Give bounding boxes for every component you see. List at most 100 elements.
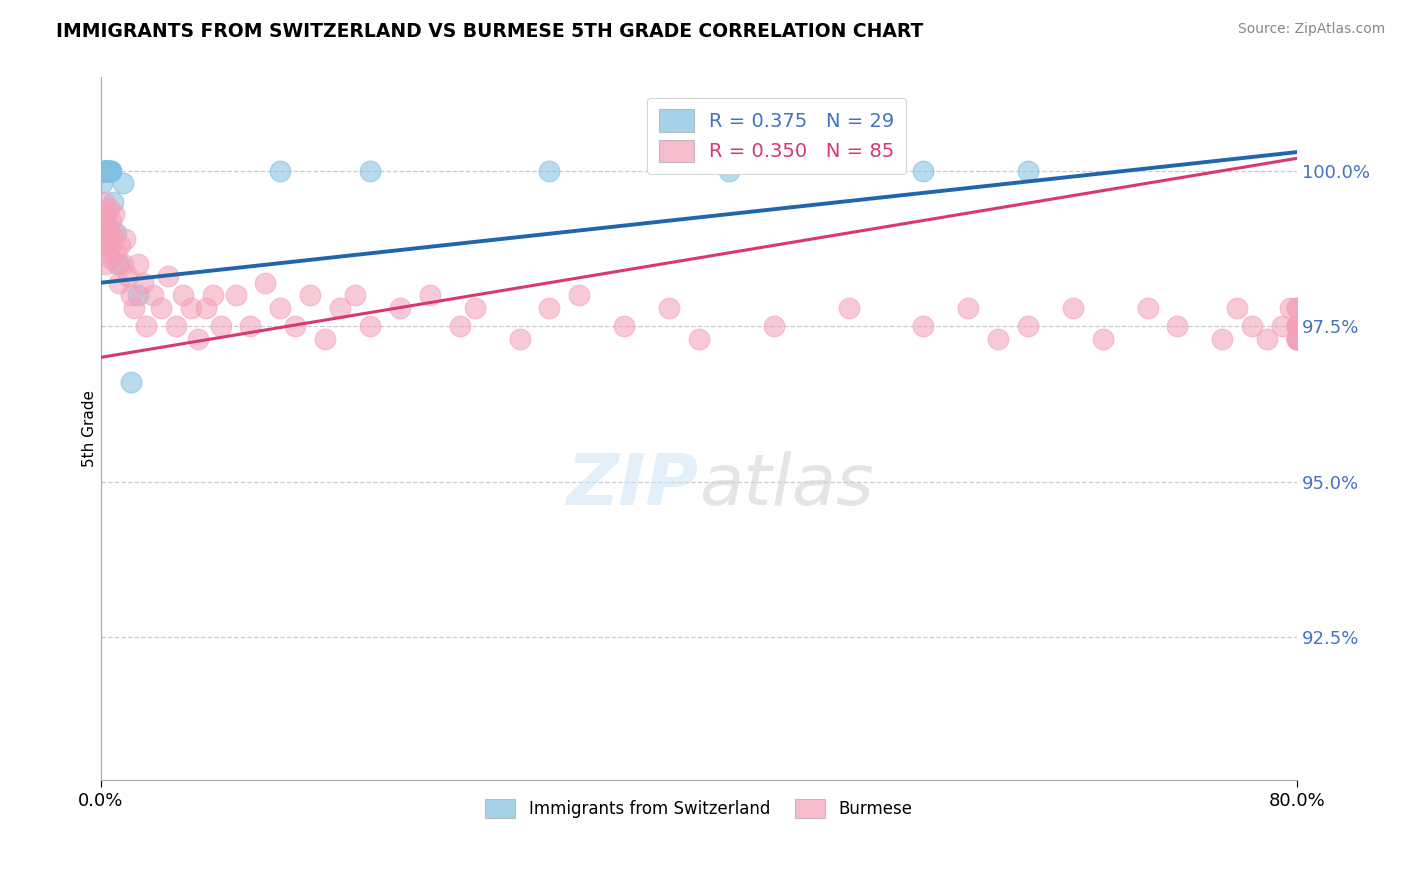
Point	[97, 163, 120, 178]
Point	[127, 288, 149, 302]
Legend: Immigrants from Switzerland, Burmese: Immigrants from Switzerland, Burmese	[479, 792, 920, 825]
Point	[1241, 319, 1264, 334]
Text: Source: ZipAtlas.com: Source: ZipAtlas.com	[1237, 22, 1385, 37]
Y-axis label: 5th Grade: 5th Grade	[83, 391, 97, 467]
Point	[112, 176, 135, 190]
Point	[93, 163, 115, 178]
Point	[202, 288, 225, 302]
Point	[108, 276, 131, 290]
Point	[1286, 332, 1309, 346]
Point	[114, 232, 136, 246]
Point	[1286, 319, 1309, 334]
Point	[1286, 319, 1309, 334]
Point	[388, 301, 411, 315]
Point	[98, 251, 121, 265]
Point	[94, 163, 117, 178]
Point	[717, 163, 740, 178]
Point	[1017, 319, 1039, 334]
Text: atlas: atlas	[699, 450, 873, 520]
Point	[103, 207, 125, 221]
Point	[419, 288, 441, 302]
Point	[96, 163, 118, 178]
Point	[96, 163, 118, 178]
Point	[93, 163, 115, 178]
Point	[1091, 332, 1114, 346]
Point	[1226, 301, 1249, 315]
Point	[1278, 301, 1301, 315]
Point	[1211, 332, 1233, 346]
Point	[96, 207, 118, 221]
Point	[1286, 301, 1309, 315]
Point	[762, 319, 785, 334]
Point	[98, 163, 121, 178]
Point	[912, 319, 935, 334]
Point	[987, 332, 1010, 346]
Point	[284, 319, 307, 334]
Point	[120, 288, 142, 302]
Point	[104, 244, 127, 259]
Point	[194, 301, 217, 315]
Point	[157, 269, 180, 284]
Point	[122, 301, 145, 315]
Point	[94, 226, 117, 240]
Point	[172, 288, 194, 302]
Point	[1017, 163, 1039, 178]
Point	[688, 332, 710, 346]
Point	[464, 301, 486, 315]
Point	[538, 163, 561, 178]
Text: ZIP: ZIP	[567, 450, 699, 520]
Point	[187, 332, 209, 346]
Point	[1062, 301, 1084, 315]
Point	[837, 301, 859, 315]
Point	[225, 288, 247, 302]
Point	[97, 219, 120, 234]
Point	[107, 257, 129, 271]
Point	[94, 163, 117, 178]
Point	[359, 319, 381, 334]
Point	[96, 163, 118, 178]
Point	[538, 301, 561, 315]
Point	[165, 319, 187, 334]
Point	[359, 163, 381, 178]
Point	[509, 332, 531, 346]
Point	[209, 319, 232, 334]
Point	[91, 176, 114, 190]
Point	[110, 238, 132, 252]
Point	[1286, 332, 1309, 346]
Point	[1286, 332, 1309, 346]
Point	[93, 194, 115, 209]
Point	[149, 301, 172, 315]
Point	[658, 301, 681, 315]
Point	[449, 319, 471, 334]
Point	[269, 163, 291, 178]
Point	[1166, 319, 1188, 334]
Point	[613, 319, 636, 334]
Point	[100, 213, 122, 227]
Point	[142, 288, 165, 302]
Point	[568, 288, 591, 302]
Point	[1271, 319, 1294, 334]
Point	[1286, 332, 1309, 346]
Point	[299, 288, 322, 302]
Point	[112, 257, 135, 271]
Point	[94, 163, 117, 178]
Text: IMMIGRANTS FROM SWITZERLAND VS BURMESE 5TH GRADE CORRELATION CHART: IMMIGRANTS FROM SWITZERLAND VS BURMESE 5…	[56, 22, 924, 41]
Point	[93, 163, 115, 178]
Point	[97, 232, 120, 246]
Point	[93, 226, 115, 240]
Point	[91, 213, 114, 227]
Point	[91, 163, 114, 178]
Point	[254, 276, 277, 290]
Point	[912, 163, 935, 178]
Point	[239, 319, 262, 334]
Point	[269, 301, 291, 315]
Point	[132, 276, 155, 290]
Point	[344, 288, 367, 302]
Point	[1286, 319, 1309, 334]
Point	[93, 257, 115, 271]
Point	[120, 375, 142, 389]
Point	[96, 244, 118, 259]
Point	[957, 301, 980, 315]
Point	[91, 238, 114, 252]
Point	[1256, 332, 1278, 346]
